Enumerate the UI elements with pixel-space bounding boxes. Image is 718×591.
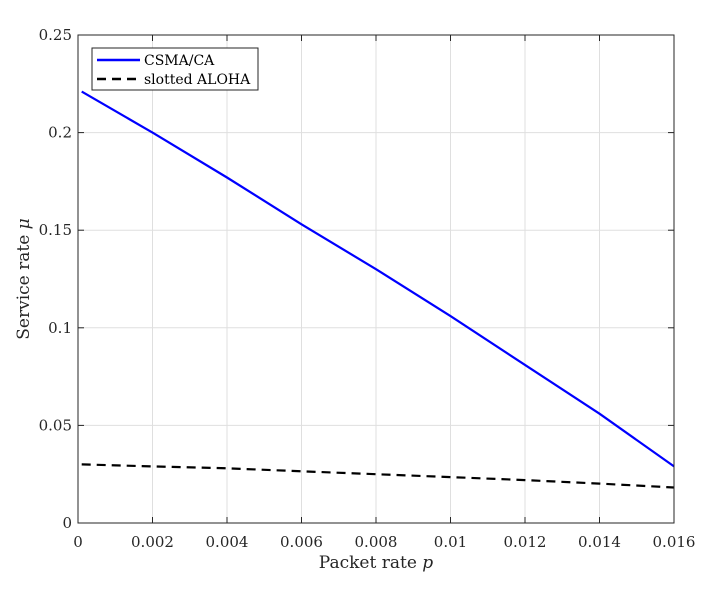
- y-tick-label: 0.25: [39, 26, 72, 44]
- y-tick-label: 0.05: [39, 416, 72, 434]
- y-tick-label: 0.15: [39, 221, 72, 239]
- legend-label-slotted-aloha: slotted ALOHA: [144, 72, 251, 88]
- x-tick-label: 0.014: [578, 533, 621, 551]
- x-tick-label: 0.01: [434, 533, 467, 551]
- x-tick-label: 0.006: [280, 533, 323, 551]
- x-tick-label: 0.016: [653, 533, 696, 551]
- legend: CSMA/CA slotted ALOHA: [91, 47, 259, 91]
- x-axis-label-symbol: p: [422, 553, 433, 573]
- x-tick-label: 0.008: [355, 533, 398, 551]
- y-tick-labels: 0 0.05 0.1 0.15 0.2 0.25: [39, 26, 72, 532]
- x-tick-label: 0.012: [504, 533, 547, 551]
- legend-label-csma-ca: CSMA/CA: [144, 53, 215, 69]
- series-line-slotted-aloha: [81, 463, 675, 489]
- axis-ticks: [77, 34, 675, 524]
- y-axis-label-symbol: μ: [14, 218, 34, 229]
- x-tick-label: 0.002: [131, 533, 174, 551]
- y-axis-label: Service rate μ: [14, 218, 34, 339]
- x-axis-label-text: Packet rate: [319, 553, 417, 573]
- x-axis-label: Packet rate p: [319, 553, 434, 573]
- y-tick-label: 0.2: [48, 124, 72, 142]
- x-tick-label: 0: [73, 533, 83, 551]
- y-tick-label: 0: [62, 514, 72, 532]
- grid: [78, 35, 674, 523]
- y-tick-label: 0.1: [48, 319, 72, 337]
- x-tick-label: 0.004: [206, 533, 249, 551]
- series-layer: [81, 90, 675, 489]
- y-axis-label-text: Service rate: [14, 235, 34, 340]
- legend-box: [91, 47, 259, 91]
- x-tick-labels: 0 0.002 0.004 0.006 0.008 0.01 0.012 0.014 0.016: [73, 533, 695, 551]
- series-line-csma-ca: [81, 90, 675, 468]
